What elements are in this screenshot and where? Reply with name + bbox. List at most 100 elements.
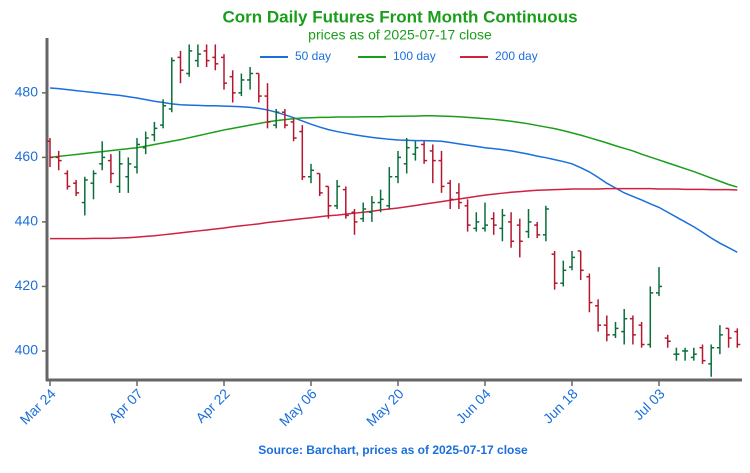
- y-tick-label: 460: [15, 148, 39, 164]
- ohlc-bar: [673, 347, 680, 361]
- y-tick-label: 400: [15, 342, 39, 358]
- ohlc-bar: [116, 150, 123, 193]
- ohlc-bar: [629, 315, 636, 345]
- x-tick-label: Mar 24: [17, 385, 59, 427]
- ohlc-bar: [656, 267, 662, 297]
- ohlc-bar: [134, 138, 140, 174]
- ohlc-bar: [612, 321, 619, 339]
- ohlc-bar: [308, 163, 314, 184]
- ohlc-bar: [595, 299, 602, 332]
- ohlc-bar: [203, 44, 210, 68]
- ohlc-bar: [377, 189, 384, 213]
- ohlc-bar: [238, 73, 245, 97]
- moving-average-line: [49, 87, 738, 253]
- x-tick-label: May 20: [363, 385, 407, 429]
- x-tick-label: Jul 03: [630, 385, 668, 423]
- ohlc-bar: [682, 347, 689, 361]
- legend-label: 100 day: [393, 49, 436, 63]
- x-tick-label: Jun 18: [540, 385, 581, 426]
- ohlc-bar: [342, 186, 349, 219]
- ohlc-bar: [55, 150, 62, 171]
- ohlc-bar: [647, 286, 654, 348]
- ohlc-bar: [368, 196, 375, 222]
- y-tick-label: 440: [15, 213, 39, 229]
- ohlc-bar: [299, 125, 306, 180]
- x-tick-label: Apr 22: [192, 385, 233, 426]
- ohlc-bar: [325, 185, 332, 219]
- chart-title: Corn Daily Futures Front Month Continuou…: [222, 7, 577, 26]
- ohlc-bar: [455, 183, 462, 209]
- ohlc-bar: [47, 138, 53, 168]
- ohlc-bar: [464, 199, 471, 232]
- x-tick-label: May 06: [276, 385, 320, 429]
- source-note: Source: Barchart, prices as of 2025-07-1…: [258, 443, 528, 457]
- moving-average-line: [50, 187, 738, 240]
- ohlc-bar: [690, 347, 697, 361]
- ohlc-bar: [577, 250, 584, 280]
- ohlc-bar: [264, 83, 271, 129]
- ohlc-bar: [603, 315, 610, 342]
- ohlc-bar: [516, 218, 523, 258]
- ohlc-bar: [473, 212, 480, 232]
- ohlc-bar: [125, 157, 132, 193]
- y-tick-label: 420: [15, 277, 39, 293]
- ohlc-bar: [534, 221, 541, 239]
- ohlc-bar: [316, 172, 323, 197]
- moving-average-line: [49, 115, 738, 188]
- ohlc-bar: [586, 273, 593, 313]
- ohlc-bar: [508, 212, 515, 248]
- ohlc-bar: [73, 179, 80, 197]
- ohlc-bar: [734, 328, 741, 348]
- ohlc-bar: [64, 170, 71, 190]
- ohlc-bar: [273, 108, 280, 129]
- ohlc-bar: [716, 325, 723, 355]
- ohlc-bar: [281, 108, 288, 129]
- ohlc-bar: [560, 260, 567, 287]
- ohlc-bar: [351, 209, 358, 235]
- ohlc-bar: [160, 99, 167, 129]
- ohlc-bar: [247, 67, 254, 90]
- ohlc-bar: [334, 179, 341, 209]
- ohlc-bar: [429, 144, 436, 184]
- ohlc-bar: [168, 57, 175, 113]
- ohlc-bar: [194, 44, 201, 68]
- ohlc-bar: [386, 167, 393, 209]
- ohlc-bar: [482, 202, 488, 232]
- x-tick-label: Jun 04: [453, 385, 494, 426]
- ohlc-bar: [525, 209, 532, 239]
- ohlc-bar: [212, 44, 219, 71]
- ohlc-bar: [403, 138, 410, 174]
- ohlc-bar: [542, 205, 549, 242]
- ohlc-bar: [447, 179, 454, 209]
- ohlc-bar: [255, 72, 262, 103]
- ohlc-bar: [221, 54, 227, 90]
- ohlc-bar: [186, 44, 193, 77]
- ohlc-bar: [90, 170, 97, 200]
- ohlc-bar: [490, 212, 497, 235]
- ohlc-bar: [81, 176, 88, 216]
- ohlc-bar: [699, 344, 706, 364]
- ohlc-bar: [725, 327, 732, 348]
- ohlc-bar: [438, 150, 445, 193]
- ohlc-bar: [99, 141, 106, 171]
- legend-label: 200 day: [495, 49, 538, 63]
- ohlc-bar: [638, 321, 645, 348]
- ohlc-bar: [177, 50, 184, 84]
- ohlc-bar: [107, 154, 114, 184]
- ohlc-bar: [412, 141, 419, 161]
- ohlc-bar: [621, 309, 628, 345]
- ohlc-bar: [360, 202, 367, 222]
- ohlc-bar: [708, 344, 715, 377]
- ohlc-bar: [142, 131, 149, 155]
- ohlc-bar: [229, 70, 236, 103]
- ohlc-bar: [569, 250, 575, 271]
- ohlc-bar: [551, 250, 558, 290]
- ohlc-bar: [395, 150, 401, 184]
- ohlc-bar: [151, 121, 158, 142]
- ohlc-bar: [421, 141, 428, 164]
- ohlc-bar: [290, 118, 297, 142]
- legend-label: 50 day: [295, 49, 331, 63]
- ohlc-bar: [499, 209, 506, 242]
